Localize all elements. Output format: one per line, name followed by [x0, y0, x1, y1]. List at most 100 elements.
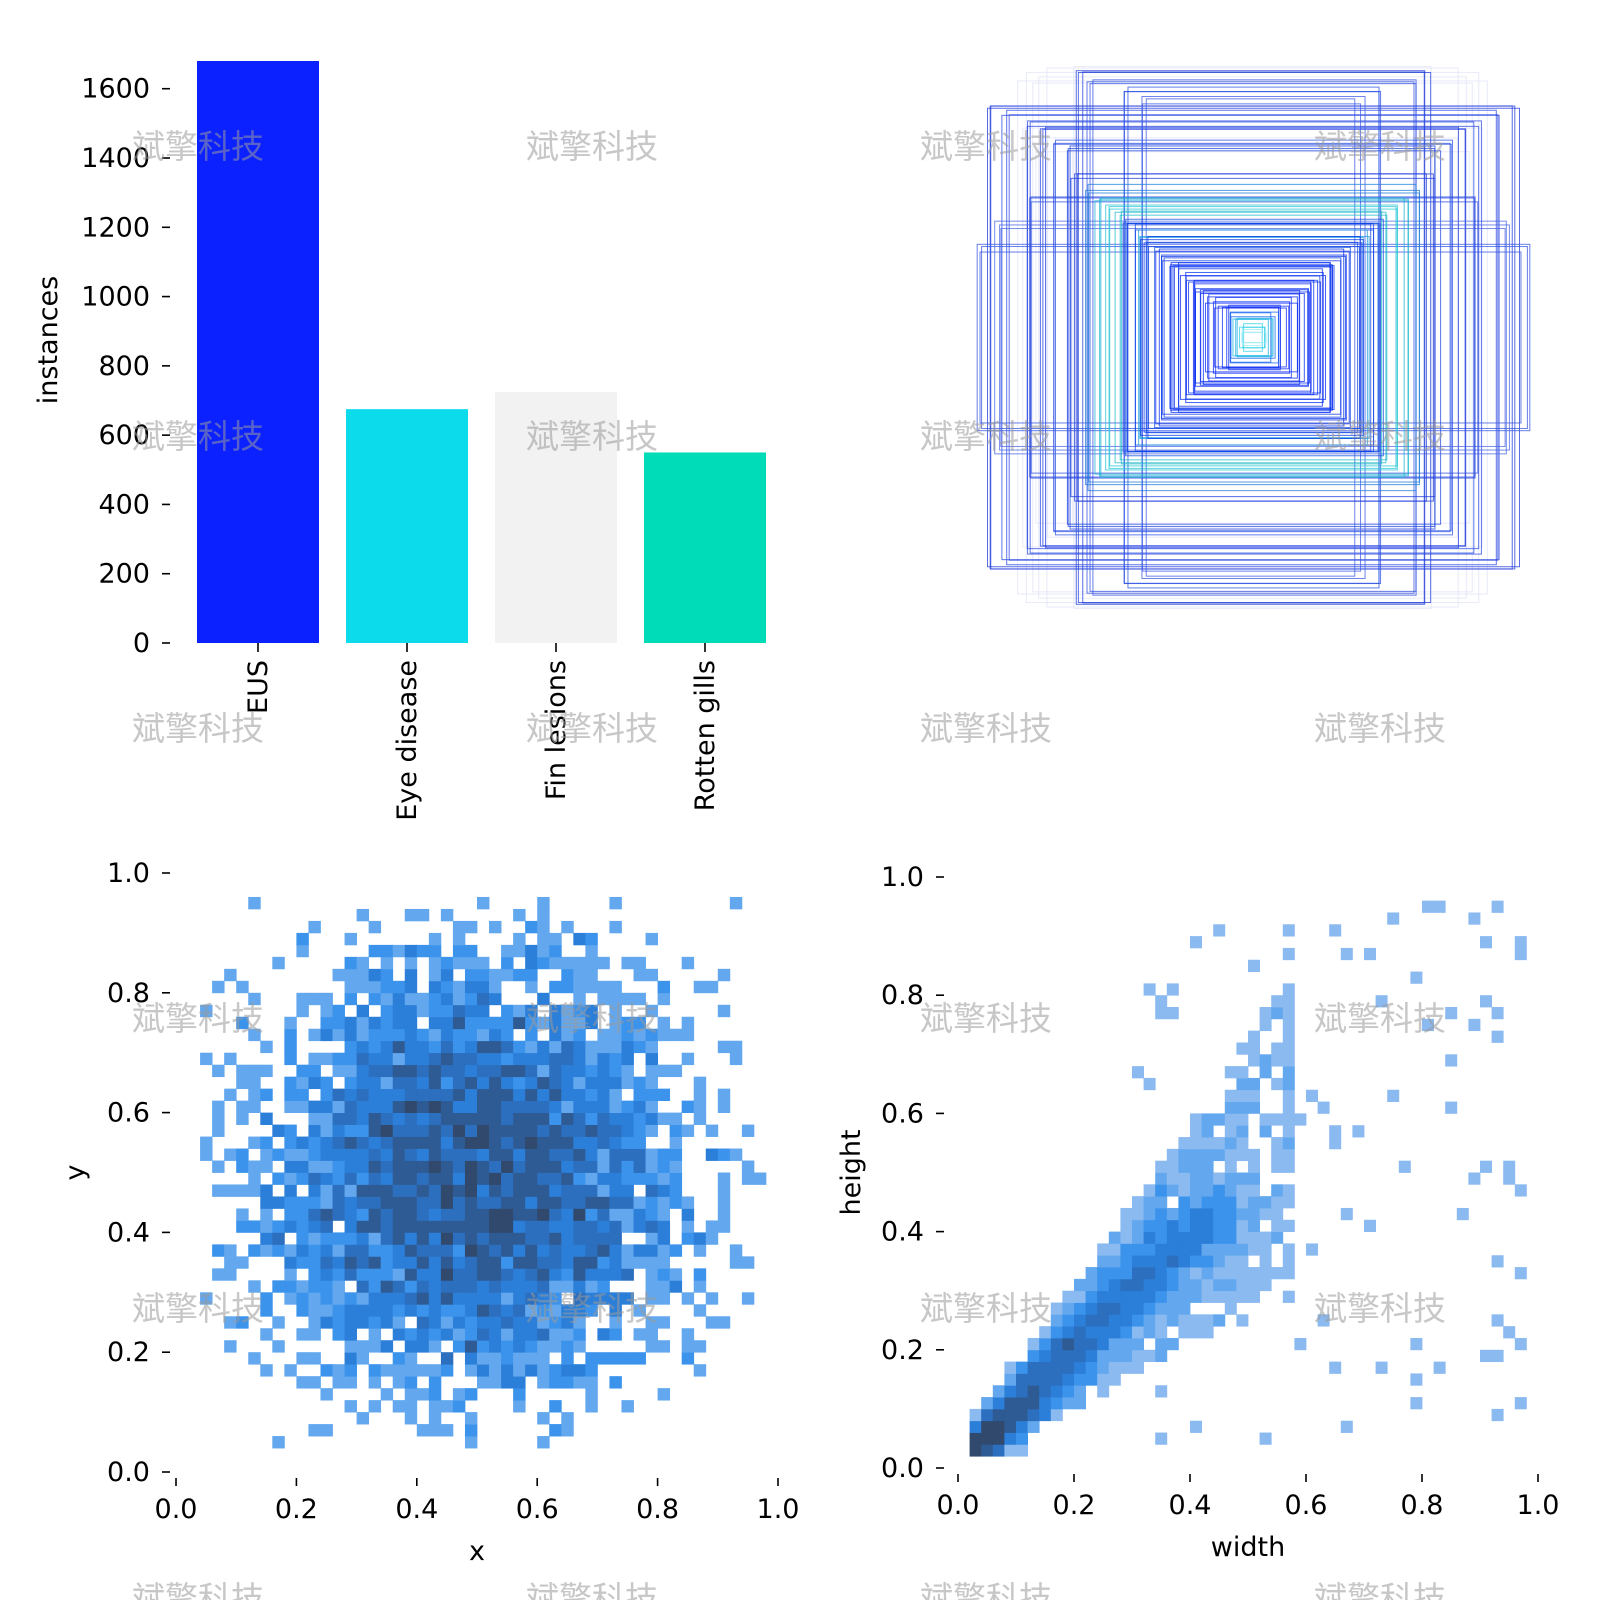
- heatmap-cell: [248, 896, 261, 910]
- heatmap-cell: [1259, 1125, 1272, 1138]
- heatmap-cell: [501, 1244, 514, 1257]
- box-outline: [1169, 266, 1332, 409]
- heatmap-cell: [1236, 1196, 1249, 1209]
- heatmap-cell: [392, 1184, 406, 1197]
- heatmap-cell: [477, 1268, 490, 1281]
- heatmap-cell: [681, 956, 695, 970]
- heatmap-cell: [561, 1136, 574, 1149]
- heatmap-cell: [1190, 1243, 1202, 1256]
- heatmap-cell: [1027, 1385, 1040, 1398]
- heatmap-cell: [1213, 1278, 1226, 1292]
- heatmap-cell: [1132, 1326, 1144, 1339]
- heatmap-cell: [597, 1232, 610, 1245]
- heatmap-cell: [452, 980, 466, 994]
- heatmap-cell: [1248, 1231, 1260, 1244]
- heatmap-cell: [212, 980, 225, 994]
- heatmap-cell: [585, 1208, 598, 1221]
- heatmap-cell: [1132, 1337, 1144, 1351]
- heatmap-cell: [1306, 1243, 1318, 1256]
- heatmap-cell: [549, 1184, 562, 1197]
- heatmap-cell: [272, 1196, 285, 1209]
- heatmap-cell: [308, 1172, 321, 1185]
- heatmap-cell: [549, 1016, 562, 1030]
- heatmap-cell: [1190, 1255, 1202, 1268]
- heatmap-cell: [332, 1208, 345, 1221]
- heatmap-cell: [260, 1364, 273, 1377]
- heatmap-cell: [380, 1064, 394, 1078]
- heatmap-cell: [1259, 1267, 1272, 1280]
- heatmap-cell: [1375, 995, 1388, 1008]
- heatmap-cell: [1236, 1042, 1249, 1055]
- heatmap-cell: [272, 1316, 285, 1329]
- heatmap-cell: [525, 1124, 538, 1137]
- watermark-text: 斌擎科技: [526, 1289, 658, 1328]
- heatmap-cell: [525, 1340, 538, 1353]
- heatmap-cell: [525, 944, 538, 958]
- heatmap-cell: [284, 1220, 297, 1233]
- x-tick-label: Fin lesions: [541, 660, 572, 800]
- heatmap-cell: [428, 1052, 442, 1066]
- heatmap-cell: [1248, 1054, 1260, 1067]
- heatmap-cell: [549, 1208, 562, 1221]
- heatmap-cell: [1108, 1373, 1121, 1386]
- heatmap-cell: [645, 1028, 658, 1042]
- heatmap-cell: [525, 956, 538, 970]
- heatmap-cell: [525, 1280, 538, 1293]
- heatmap-cell: [549, 1124, 562, 1137]
- heatmap-cell: [1201, 1314, 1214, 1327]
- heatmap-cell: [525, 1040, 538, 1054]
- heatmap-cell: [717, 1004, 731, 1018]
- heatmap-cell: [404, 1220, 418, 1233]
- heatmap-cell: [1259, 1054, 1272, 1067]
- box-outline: [1202, 290, 1301, 385]
- heatmap-cell: [1027, 1420, 1040, 1433]
- box-outline: [1200, 293, 1305, 382]
- heatmap-cell: [284, 1292, 297, 1305]
- heatmap-cell: [537, 1088, 550, 1102]
- heatmap-cell: [489, 1040, 502, 1054]
- heatmap-cell: [1387, 912, 1400, 925]
- heatmap-cell: [477, 1304, 490, 1317]
- heatmap-cell: [705, 1316, 719, 1329]
- heatmap-cell: [1259, 1255, 1272, 1268]
- heatmap-cell: [320, 1280, 333, 1293]
- heatmap-cell: [440, 1280, 454, 1293]
- heatmap-cell: [681, 1328, 695, 1341]
- heatmap-cell: [464, 1304, 478, 1317]
- heatmap-cell: [1166, 1267, 1179, 1280]
- heatmap-cell: [609, 1256, 622, 1269]
- box-outline: [1053, 143, 1452, 532]
- heatmap-cell: [1236, 1184, 1249, 1197]
- heatmap-cell: [1340, 947, 1353, 961]
- heatmap-cell: [368, 992, 382, 1006]
- watermark-text: 斌擎科技: [526, 1579, 658, 1600]
- heatmap-cell: [561, 1016, 574, 1030]
- heatmap-cell: [332, 1376, 345, 1389]
- y-tick-label: 0: [133, 628, 150, 659]
- heatmap-cell: [681, 1016, 695, 1030]
- heatmap-cell: [1039, 1373, 1052, 1386]
- heatmap-cell: [416, 1004, 430, 1018]
- heatmap-cell: [1155, 1255, 1168, 1268]
- watermark-text: 斌擎科技: [1314, 999, 1446, 1038]
- heatmap-cell: [1248, 1030, 1260, 1043]
- heatmap-cell: [1201, 1326, 1214, 1339]
- heatmap-cell: [404, 992, 418, 1006]
- heatmap-cell: [1097, 1290, 1110, 1303]
- heatmap-cell: [308, 1052, 321, 1066]
- heatmap-cell: [452, 920, 466, 934]
- heatmap-cell: [272, 956, 285, 970]
- box-outline: [1114, 211, 1387, 464]
- heatmap-cell: [657, 1388, 671, 1401]
- heatmap-cell: [1329, 924, 1342, 937]
- y-tick-label: 200: [98, 559, 150, 590]
- heatmap-cell: [621, 1268, 634, 1281]
- heatmap-cell: [440, 1100, 454, 1113]
- heatmap-cell: [428, 1244, 442, 1257]
- heatmap-cell: [597, 1136, 610, 1149]
- heatmap-cell: [597, 956, 610, 970]
- heatmap-cell: [416, 1124, 430, 1137]
- heatmap-cell: [489, 1124, 502, 1137]
- heatmap-cell: [501, 1124, 514, 1137]
- y-tick-label: 1000: [81, 282, 150, 313]
